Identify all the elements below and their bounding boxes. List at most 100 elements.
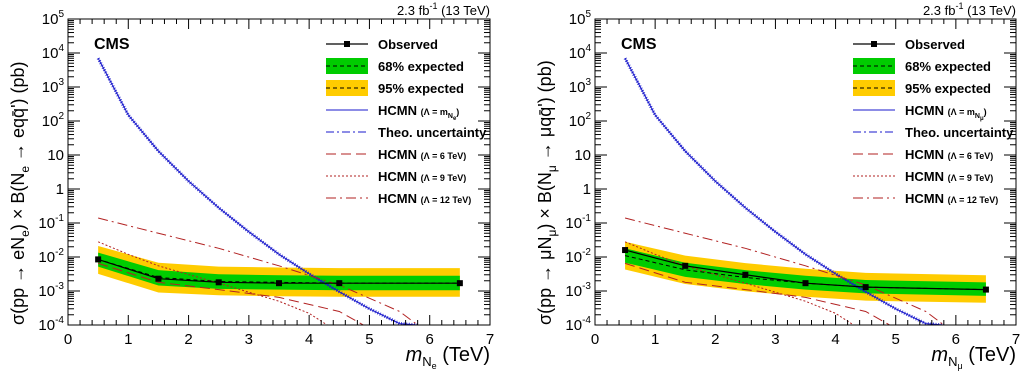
x-tick-label: 5	[365, 331, 373, 348]
y-tick-label: 1	[583, 181, 591, 198]
x-tick-label: 2	[184, 331, 192, 348]
chart-panel-1: 0 1 2 3 4 5 6 7 10-4 10-3 10-2 10-1 1 10 102 103 104 105 2…	[8, 1, 494, 371]
y-tick-label: 102	[42, 111, 65, 130]
y-tick-label: 10-4	[38, 315, 64, 334]
legend-95-label: 95% expected	[905, 81, 991, 96]
observed-point	[95, 256, 102, 263]
legend-68-label: 68% expected	[378, 59, 464, 74]
legend: Observed 68% expected 95% expected HCMN (Λ …	[326, 37, 487, 206]
observed-point	[862, 284, 869, 291]
y-axis-label: σ(pp → μNμ) × B(Nμ → μqq̄') (pb)	[535, 60, 559, 325]
x-tick-label: 3	[771, 331, 779, 348]
plot-frame	[67, 18, 491, 326]
x-tick-label: 4	[305, 331, 313, 348]
hcmn-line	[624, 58, 944, 325]
observed-point	[742, 271, 749, 278]
legend-hcmn-label: HCMN (Λ = mNμ)	[905, 103, 987, 122]
hcmn-lambda-9-line	[624, 241, 854, 325]
y-tick-label: 103	[569, 77, 592, 96]
x-tick-label: 7	[486, 331, 494, 348]
experiment-label: CMS	[94, 36, 130, 53]
hcmn-lambda-12-line	[98, 217, 418, 325]
observed-point	[622, 247, 629, 254]
y-tick-label: 10	[574, 147, 591, 164]
observed-point	[336, 280, 343, 287]
y-tick-label: 10-2	[38, 247, 64, 266]
observed-point	[802, 280, 809, 287]
legend-lambda-6-label: HCMN (Λ = 6 TeV)	[905, 147, 993, 162]
y-tick-label: 10-1	[38, 213, 64, 232]
expected-line	[97, 258, 460, 284]
observed-line	[624, 249, 986, 291]
y-tick-label: 103	[42, 77, 65, 96]
x-tick-label: 7	[1012, 331, 1020, 348]
plot-frame	[594, 18, 1017, 326]
lumi-label: 2.3 fb-1 (13 TeV)	[397, 1, 490, 18]
legend-hcmn-label: HCMN (Λ = mNe)	[378, 103, 459, 122]
y-tick-label: 10-2	[565, 247, 591, 266]
hcmn-lambda-12-line	[624, 217, 945, 325]
experiment-label: CMS	[621, 36, 657, 53]
observed-point	[276, 280, 282, 287]
legend-68-label: 68% expected	[905, 59, 991, 74]
legend-lambda-12-label: HCMN (Λ = 12 TeV)	[378, 191, 471, 206]
legend-theo-label: Theo. uncertainty	[905, 125, 1014, 140]
y-tick-label: 10	[47, 147, 64, 164]
observed-line	[97, 258, 460, 284]
x-tick-label: 6	[952, 331, 960, 348]
hcmn-lambda-9-line	[97, 241, 328, 325]
x-tick-label: 3	[245, 331, 253, 348]
observed-point	[982, 286, 989, 293]
y-tick-label: 104	[42, 43, 65, 62]
lumi-label: 2.3 fb-1 (13 TeV)	[923, 1, 1016, 18]
hcmn-lambda-6-line	[624, 262, 890, 325]
y-tick-label: 10-3	[565, 281, 591, 300]
legend-lambda-12-label: HCMN (Λ = 12 TeV)	[905, 191, 998, 206]
hcmn-line	[97, 58, 418, 325]
expected-line	[624, 255, 986, 291]
x-axis: 0 1 2 3 4 5 6 7	[591, 19, 1020, 348]
hcmn-lambda-6-line	[97, 262, 364, 325]
y-tick-label: 102	[569, 111, 592, 130]
y-tick-label: 1	[56, 181, 64, 198]
x-tick-label: 0	[64, 331, 72, 348]
observed-point	[155, 275, 162, 282]
x-tick-label: 0	[591, 331, 599, 348]
x-axis-label: mNe (TeV)	[406, 344, 490, 371]
observed-point	[456, 280, 463, 287]
y-tick-label: 104	[569, 43, 592, 62]
y-axis: 10-4 10-3 10-2 10-1 1 10 102 103 104 105	[565, 9, 1016, 334]
x-tick-label: 5	[892, 331, 900, 348]
x-tick-label: 6	[426, 331, 434, 348]
y-tick-label: 105	[569, 9, 592, 28]
x-tick-label: 2	[711, 331, 719, 348]
observed-point	[215, 279, 222, 286]
legend-theo-label: Theo. uncertainty	[378, 125, 487, 140]
plot-area	[95, 57, 463, 325]
legend-lambda-9-label: HCMN (Λ = 9 TeV)	[378, 169, 466, 184]
y-axis-label: σ(pp → eNe) × B(Ne → eqq̄') (pb)	[8, 61, 32, 325]
y-tick-label: 105	[42, 9, 65, 28]
x-tick-label: 1	[124, 331, 132, 348]
legend-lambda-6-label: HCMN (Λ = 6 TeV)	[378, 147, 466, 162]
legend-observed-label: Observed	[378, 37, 438, 52]
chart-panel-2: 0 1 2 3 4 5 6 7 10-4 10-3 10-2 10-1 1 10 102 103 104 105 2…	[535, 1, 1020, 371]
plot-area	[622, 57, 989, 325]
observed-point	[682, 262, 689, 269]
y-tick-label: 10-4	[565, 315, 591, 334]
x-axis: 0 1 2 3 4 5 6 7	[64, 19, 494, 348]
y-tick-label: 10-1	[565, 213, 591, 232]
legend-observed-marker	[344, 41, 350, 47]
legend-95-label: 95% expected	[378, 81, 464, 96]
legend-observed-marker	[871, 41, 877, 47]
x-tick-label: 1	[651, 331, 659, 348]
y-tick-label: 10-3	[38, 281, 64, 300]
legend: Observed 68% expected 95% expected HCMN (Λ …	[853, 37, 1014, 206]
x-axis-label: mNμ (TeV)	[931, 344, 1016, 371]
legend-observed-label: Observed	[905, 37, 965, 52]
x-tick-label: 4	[831, 331, 839, 348]
y-axis: 10-4 10-3 10-2 10-1 1 10 102 103 104 105	[38, 9, 490, 334]
band-68-expected	[625, 248, 986, 296]
